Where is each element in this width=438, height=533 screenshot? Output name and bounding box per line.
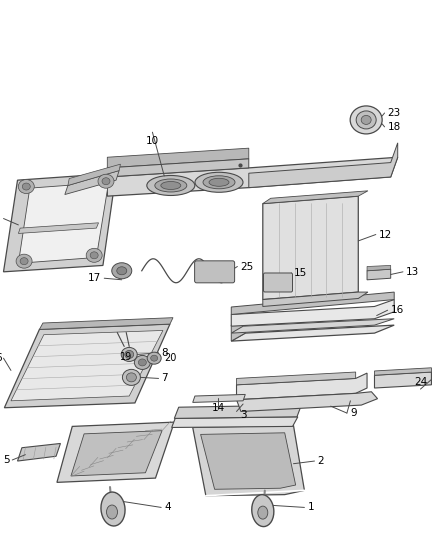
Polygon shape [193, 394, 245, 402]
Polygon shape [367, 269, 391, 280]
Text: 12: 12 [379, 230, 392, 239]
Ellipse shape [138, 359, 146, 366]
Text: 18: 18 [388, 122, 401, 132]
Polygon shape [18, 182, 109, 263]
Ellipse shape [127, 373, 136, 382]
Ellipse shape [16, 254, 32, 268]
Polygon shape [107, 148, 249, 168]
Text: 16: 16 [391, 305, 404, 315]
Polygon shape [374, 368, 431, 375]
Text: 5: 5 [4, 455, 10, 465]
Polygon shape [237, 373, 367, 400]
Polygon shape [193, 425, 304, 496]
Polygon shape [18, 223, 99, 233]
Polygon shape [231, 292, 394, 314]
Ellipse shape [195, 172, 243, 192]
Polygon shape [4, 324, 170, 408]
Ellipse shape [155, 179, 187, 192]
Ellipse shape [252, 495, 274, 527]
Polygon shape [263, 191, 368, 204]
Polygon shape [231, 325, 394, 341]
Polygon shape [263, 196, 358, 300]
Ellipse shape [258, 506, 268, 519]
Text: 10: 10 [146, 136, 159, 146]
Ellipse shape [209, 178, 229, 187]
Ellipse shape [117, 266, 127, 275]
Polygon shape [201, 433, 296, 489]
Text: 19: 19 [120, 352, 132, 362]
Ellipse shape [203, 176, 235, 189]
Ellipse shape [134, 356, 150, 369]
Ellipse shape [112, 263, 132, 279]
Polygon shape [174, 405, 301, 418]
Polygon shape [237, 372, 356, 385]
Ellipse shape [151, 355, 158, 361]
Polygon shape [367, 265, 391, 271]
Polygon shape [4, 173, 116, 272]
Text: 13: 13 [406, 267, 419, 277]
Ellipse shape [101, 492, 125, 526]
Text: 2: 2 [318, 456, 324, 466]
Polygon shape [71, 431, 162, 476]
Polygon shape [107, 157, 398, 196]
Ellipse shape [22, 183, 30, 190]
Ellipse shape [121, 348, 137, 361]
Polygon shape [18, 443, 60, 461]
Text: 24: 24 [414, 377, 427, 387]
Ellipse shape [361, 116, 371, 124]
Text: 4: 4 [164, 503, 171, 512]
Text: 20: 20 [164, 353, 177, 363]
Polygon shape [231, 317, 245, 341]
Text: 3: 3 [240, 410, 247, 420]
Text: 7: 7 [162, 374, 168, 383]
Ellipse shape [122, 369, 141, 385]
Polygon shape [231, 300, 394, 326]
Ellipse shape [20, 257, 28, 265]
Ellipse shape [147, 175, 195, 196]
Polygon shape [172, 417, 298, 427]
Ellipse shape [98, 174, 114, 188]
Ellipse shape [90, 252, 98, 259]
FancyBboxPatch shape [264, 273, 293, 292]
Text: 1: 1 [307, 503, 314, 512]
Text: 14: 14 [212, 403, 225, 414]
Text: 9: 9 [350, 408, 357, 418]
Ellipse shape [356, 111, 376, 129]
Ellipse shape [350, 106, 382, 134]
Text: 25: 25 [240, 262, 254, 271]
Ellipse shape [86, 248, 102, 262]
Polygon shape [237, 392, 378, 411]
Text: 17: 17 [88, 273, 101, 283]
Ellipse shape [106, 505, 117, 519]
Polygon shape [57, 422, 174, 482]
Text: 23: 23 [388, 108, 401, 118]
Polygon shape [263, 292, 368, 306]
Text: 8: 8 [162, 348, 168, 358]
Polygon shape [374, 372, 431, 388]
Text: 6: 6 [0, 353, 1, 363]
Polygon shape [249, 143, 398, 188]
Text: 15: 15 [294, 268, 307, 278]
Ellipse shape [102, 177, 110, 185]
Polygon shape [39, 318, 173, 329]
Ellipse shape [18, 180, 34, 193]
Polygon shape [231, 319, 394, 333]
Ellipse shape [161, 181, 181, 190]
Polygon shape [107, 159, 249, 177]
Polygon shape [11, 330, 163, 401]
Polygon shape [65, 171, 119, 195]
Ellipse shape [147, 352, 161, 364]
Polygon shape [68, 164, 120, 185]
FancyBboxPatch shape [194, 261, 235, 283]
Ellipse shape [125, 350, 134, 359]
